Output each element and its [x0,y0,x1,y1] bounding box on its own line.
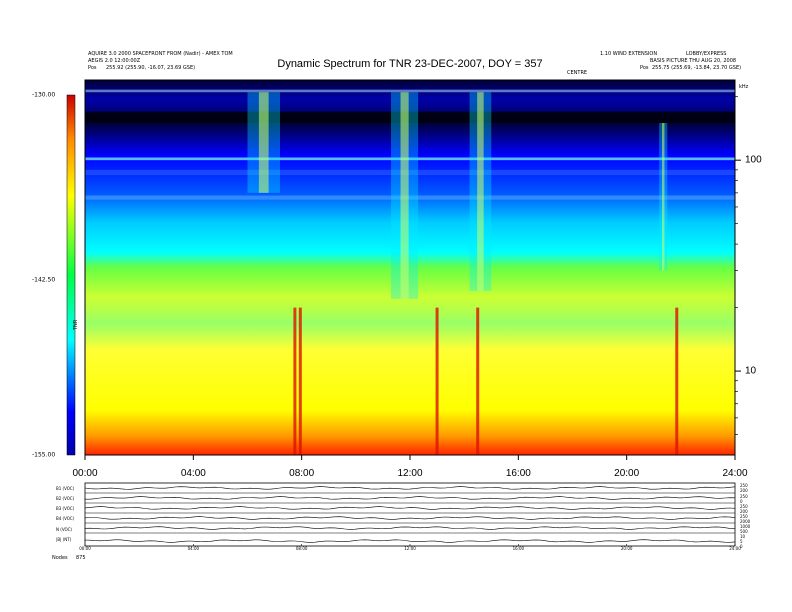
panel-trace-5 [84,539,736,543]
x-tick-label-5: 20:00 [614,468,640,479]
footer-label: Nodes [52,555,68,561]
panel-label-b4: B4 (VOC) [56,516,75,521]
panel-right-3a: 250 [740,504,748,509]
spectrum-band-3 [85,169,735,176]
panel-right-5a: 1000 [740,524,751,529]
spectrum-band-4 [85,195,735,200]
x-tick-label-2: 08:00 [289,468,315,479]
header-right-line1b: LOBBY/EXPRESS [686,51,727,57]
header-center-small: CENTRE [567,70,588,76]
header-right-pos-label: Pos [640,65,649,71]
panel-right-2b: 0 [740,499,743,504]
panel-right-1a: 250 [740,483,748,488]
panel-label-b1: B1 (VOC) [56,486,75,491]
colorbar-tick-top: -130.00 [32,91,56,99]
header-right-line2: BASIS PICTURE THU AUG 20, 2008 [650,58,737,64]
panel-right-2a: 250 [740,494,748,499]
panel-x-tick-label-1: 04:00 [187,546,200,551]
panel-right-4b: 2000 [740,519,751,524]
panel-label-b3: B3 (VOC) [56,506,75,511]
panel-right-4a: 250 [740,514,748,519]
hot-spot-3 [476,307,480,455]
x-tick-label-6: 24:00 [722,468,748,479]
panel-trace-2 [84,506,736,510]
hot-spot-2 [435,307,439,455]
y-tick-label-0: 100 [745,154,762,166]
panel-x-tick-label-4: 16:00 [512,546,525,551]
colorbar [66,94,76,456]
header-right-pos-value: 255.75 (255.69, -13.84, 23.70 GSE) [652,65,742,71]
burst-core-3 [662,123,665,271]
footer-value: 875 [76,555,86,561]
panel-x-tick-label-3: 12:00 [404,546,416,551]
burst-core-0 [400,92,409,299]
panel-x-tick-label-0: 00:00 [79,546,91,551]
colorbar-tick-bottom: -155.00 [32,451,56,459]
chart-title: Dynamic Spectrum for TNR 23-DEC-2007, DO… [277,58,543,70]
header-right-line1: 1.10 WIND EXTENSION [600,51,658,57]
header-left-pos-value: 255.92 (255.90, -16.07, 23.69 GSE) [106,65,196,71]
panel-label-n: N (VOC) [56,527,72,532]
panel-trace-4 [84,526,736,530]
panel-trace-3 [84,516,736,520]
burst-core-1 [477,92,484,291]
corner-unit: kHz [739,84,749,90]
colorbar-tick-mid: -142.50 [32,276,56,284]
header-left-line1: AQUIRE 3.0 2000 SPACEFRONT FROM (Nadir) … [88,51,233,57]
burst-core-2 [258,92,269,193]
colorbar-label: TNR [73,319,79,331]
panel-right-5b: 500 [740,529,748,534]
panel-right-6c: 0 [740,544,743,549]
panel-right-3b: 200 [740,509,748,514]
hot-spot-0 [293,307,297,455]
panel-x-tick-label-6: 24:00 [729,546,741,551]
y-tick-label-1: 10 [745,365,757,377]
x-tick-label-0: 00:00 [72,468,98,479]
panel-label-b2: B2 (VOC) [56,496,75,501]
panel-trace-0 [84,486,736,490]
panel-frame [84,482,736,547]
spectrogram-bg [85,80,735,455]
hot-spot-4 [675,307,679,455]
panel-trace-1 [84,496,736,500]
x-tick-label-1: 04:00 [180,468,206,479]
x-tick-label-3: 12:00 [397,468,423,479]
header-left-line2: AEGIS 2.0 12:00:00Z [88,58,141,64]
spectrum-band-0 [85,111,735,124]
panel-x-tick-label-2: 08:00 [295,546,308,551]
spectrum-band-2 [85,89,735,93]
panel-right-6a: 10 [740,534,746,539]
panel-x-tick-label-5: 20:00 [620,546,633,551]
panel-right-1b: 200 [740,488,748,493]
hot-spot-1 [298,307,302,455]
panel-right-6b: 5 [740,539,743,544]
x-tick-label-4: 16:00 [505,468,531,479]
header-left-pos-label: Pos [88,65,97,71]
spectrum-band-1 [85,157,735,161]
panel-label-b: |B| (NT) [56,537,72,542]
